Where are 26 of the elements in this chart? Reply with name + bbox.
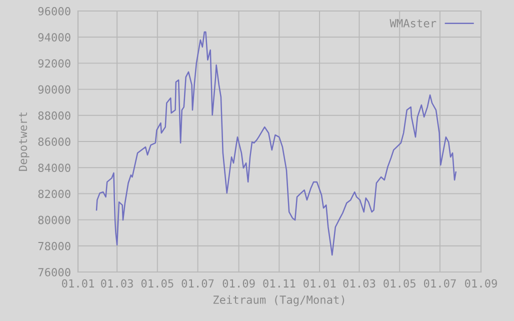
x-tick-label: 01.01 [304,279,336,288]
y-tick-label: 88000 [38,111,70,120]
line-series [96,31,456,256]
x-tick-label: 01.05 [141,279,174,288]
y-tick-label: 94000 [38,33,70,42]
y-tick-label: 84000 [38,164,70,172]
x-tick-label: 01.07 [182,279,214,288]
x-tick-label: 01.01 [62,279,94,288]
x-tick-label: 01.09 [222,279,255,288]
y-tick-label: 80000 [38,216,70,224]
y-tick-label: 76000 [38,268,70,276]
y-tick-label: 90000 [38,85,70,94]
x-tick-label: 01.05 [384,279,416,288]
y-axis-title: Depotwert [18,112,30,171]
x-tick-label: 01.07 [424,279,456,288]
y-tick-label: 82000 [38,190,70,198]
y-tick-label: 96000 [38,7,70,16]
x-tick-label: 01.03 [101,279,133,288]
x-axis-title: Zeitraum (Tag/Monat) [213,295,344,306]
y-tick-label: 86000 [38,138,70,146]
x-tick-label: 01.03 [343,279,376,288]
x-tick-label: 01.09 [465,279,497,288]
y-tick-label: 92000 [38,59,70,68]
legend-label: WMAster [390,19,436,28]
x-tick-label: 01.11 [263,279,296,288]
y-tick-label: 78000 [38,242,70,250]
